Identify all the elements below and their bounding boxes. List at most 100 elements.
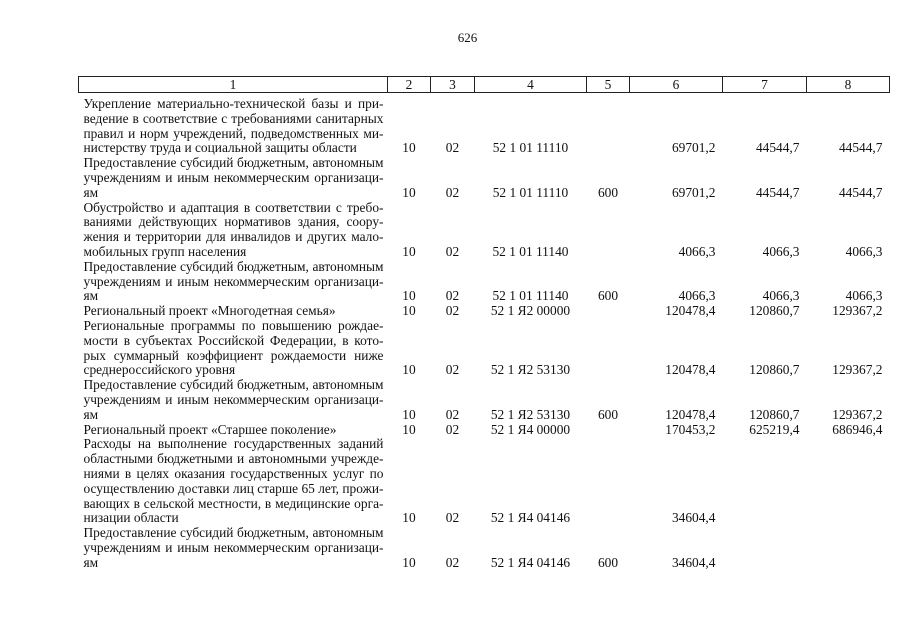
description-line: ведение в соответствие с требованиями са…	[83, 110, 384, 126]
description-line: Укрепление материально-технической базы …	[83, 96, 384, 111]
table-header-row: 1 2 3 4 5 6 7 8	[78, 76, 890, 93]
row-description: Региональный проект «Многодетная семья»	[79, 303, 388, 319]
description-line: мости в субъектах Российской Федерации, …	[83, 332, 384, 348]
amount-col6: 69701,2	[671, 184, 716, 200]
amount-col7	[722, 526, 806, 570]
amount-col6: 34604,4	[671, 554, 716, 570]
row-description: Предоставление субсидий бюджетным, автон…	[79, 525, 388, 570]
column-header: 1	[78, 76, 388, 93]
amount-col6: 4066,3	[678, 288, 716, 304]
section-code: 10	[402, 243, 416, 259]
description-line: ниями в целях оказания государственных у…	[83, 465, 384, 481]
amount-col8: 4066,3	[845, 243, 883, 259]
target-article-code: 52 1 Я2 53130	[490, 362, 571, 378]
amount-col6: 34604,4	[671, 510, 716, 526]
expense-type-code	[586, 319, 629, 378]
amount-col8: 686946,4	[832, 421, 883, 437]
description-line: областными бюджетными и автономными учре…	[83, 451, 384, 467]
amount-col7: 4066,3	[762, 243, 800, 259]
description-line: правил и норм учреждений, подведомственн…	[83, 125, 384, 141]
amount-col7: 625219,4	[749, 421, 800, 437]
expense-type-code	[586, 437, 629, 526]
row-description: Предоставление субсидий бюджетным, автон…	[79, 155, 388, 200]
subsection-code: 02	[445, 421, 460, 437]
description-line: ваниями действующих нормативов здания, с…	[83, 214, 384, 230]
description-line: мобильных групп населения	[83, 243, 247, 259]
description-line: Предоставление субсидий бюджетным, автон…	[83, 258, 384, 274]
table-row: Региональный проект «Старшее поколение» 1…	[79, 421, 890, 438]
amount-col8: 44544,7	[838, 140, 883, 156]
budget-table: 1 2 3 4 5 6 7 8 Укрепление материально-т…	[78, 76, 890, 571]
amount-col8: 129367,2	[832, 362, 883, 378]
table-row: Предоставление субсидий бюджетным, автон…	[79, 258, 890, 304]
amount-col8	[806, 526, 889, 570]
table-row: Расходы на выполнение государственных за…	[79, 437, 890, 526]
target-article-code: 52 1 01 11110	[492, 140, 569, 156]
target-article-code: 52 1 01 11140	[492, 243, 569, 259]
amount-col6: 120478,4	[665, 406, 716, 422]
amount-col8: 129367,2	[832, 303, 883, 319]
table-row: Предоставление субсидий бюджетным, автон…	[79, 377, 890, 422]
subsection-code: 02	[445, 140, 460, 156]
section-code: 10	[402, 362, 416, 378]
description-line: осуществлению доставки лиц старше 65 лет…	[83, 480, 384, 496]
description-line: ям	[83, 288, 99, 304]
description-line: ям	[83, 406, 99, 422]
expense-type-code: 600	[597, 288, 619, 304]
section-code: 10	[402, 406, 416, 422]
expense-type-code	[586, 423, 629, 438]
table-row: Предоставление субсидий бюджетным, автон…	[79, 525, 890, 570]
amount-col7: 120860,7	[749, 303, 800, 319]
description-line: низации области	[83, 510, 179, 526]
section-code: 10	[402, 554, 416, 570]
column-header: 3	[429, 76, 475, 93]
subsection-code: 02	[445, 554, 460, 570]
description-line: вающих в сельской местности, в медицинск…	[83, 495, 384, 511]
expense-type-code	[586, 201, 629, 260]
target-article-code: 52 1 Я2 53130	[490, 406, 571, 422]
amount-col8: 129367,2	[832, 406, 883, 422]
row-description: Региональный проект «Старшее поколение»	[79, 421, 388, 438]
target-article-code: 52 1 01 11140	[492, 288, 569, 304]
amount-col8: 44544,7	[838, 184, 883, 200]
expense-type-code	[586, 93, 629, 157]
description-line: ям	[83, 554, 99, 570]
description-line: ям	[83, 184, 99, 200]
amount-col7: 4066,3	[762, 288, 800, 304]
table-row: Региональные программы по повышению рожд…	[79, 317, 890, 378]
description-line: Предоставление субсидий бюджетным, автон…	[83, 525, 384, 541]
description-line: учреждениям и иным некоммерческим органи…	[83, 391, 384, 407]
amount-col6: 170453,2	[665, 421, 716, 437]
description-line: Расходы на выполнение государственных за…	[83, 436, 384, 452]
column-header: 8	[805, 76, 890, 93]
description-line: Региональные программы по повышению рожд…	[83, 317, 384, 333]
description-line: Региональный проект «Старшее поколение»	[83, 421, 337, 437]
expense-type-code: 600	[597, 184, 619, 200]
description-line: жения и территории для инвалидов и други…	[83, 229, 384, 245]
amount-col8: 4066,3	[845, 288, 883, 304]
expense-type-code	[586, 304, 629, 319]
column-header: 2	[386, 76, 431, 93]
row-description: Расходы на выполнение государственных за…	[79, 437, 388, 526]
amount-col7: 120860,7	[749, 362, 800, 378]
table-row: Региональный проект «Многодетная семья» 1…	[79, 303, 890, 319]
row-description: Укрепление материально-технической базы …	[79, 93, 388, 157]
row-description: Предоставление субсидий бюджетным, автон…	[79, 377, 388, 422]
target-article-code: 52 1 Я2 00000	[490, 303, 571, 319]
table-row: Предоставление субсидий бюджетным, автон…	[79, 155, 890, 200]
column-header: 7	[721, 76, 807, 93]
description-line: учреждениям и иным некоммерческим органи…	[83, 169, 384, 185]
column-header: 4	[473, 76, 587, 93]
subsection-code: 02	[445, 303, 460, 319]
section-code: 10	[402, 140, 416, 156]
subsection-code: 02	[445, 184, 460, 200]
section-code: 10	[402, 421, 416, 437]
amount-col6: 4066,3	[678, 243, 716, 259]
amount-col7: 44544,7	[755, 140, 800, 156]
description-line: учреждениям и иным некоммерческим органи…	[83, 273, 384, 289]
subsection-code: 02	[445, 288, 460, 304]
target-article-code: 52 1 Я4 04146	[490, 510, 571, 526]
column-header: 5	[585, 76, 630, 93]
amount-col7: 44544,7	[755, 184, 800, 200]
description-line: Предоставление субсидий бюджетным, автон…	[83, 155, 384, 171]
